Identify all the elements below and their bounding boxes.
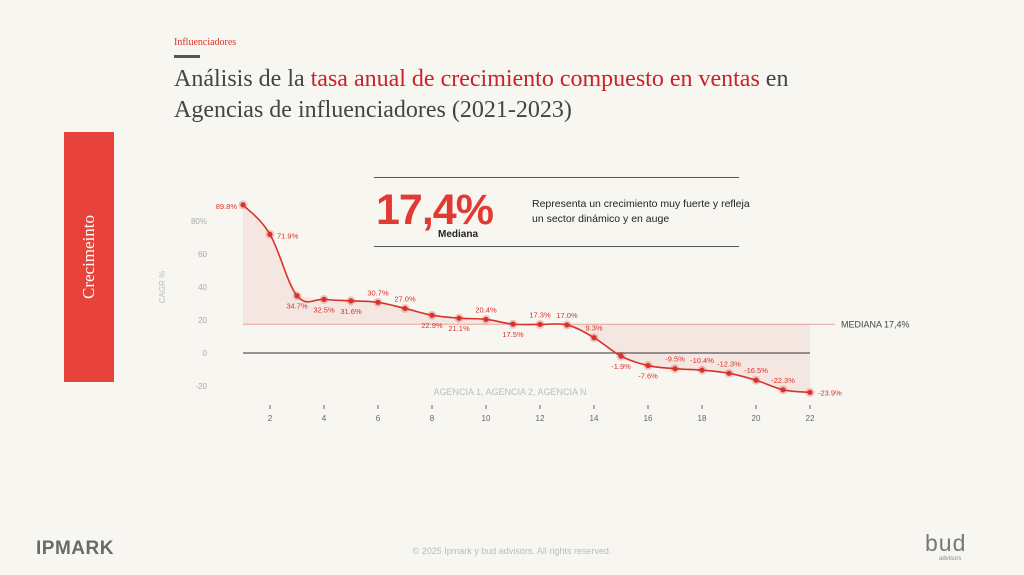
title-part-2: en Agencias de influenciadores (2021-202… xyxy=(174,66,789,123)
data-label: -22.3% xyxy=(771,376,795,385)
data-point xyxy=(240,202,246,208)
x-tick-label: 14 xyxy=(590,414,599,423)
series-line xyxy=(242,204,811,394)
data-point xyxy=(321,296,327,302)
data-point xyxy=(645,362,651,369)
data-label: 32.5% xyxy=(313,305,335,314)
data-point xyxy=(618,353,624,359)
data-point xyxy=(780,387,786,393)
data-point xyxy=(483,316,489,322)
data-label: 9.3% xyxy=(585,324,602,333)
data-label: 17.3% xyxy=(529,310,551,319)
data-label: -10.4% xyxy=(690,356,714,365)
data-label: 30.7% xyxy=(367,288,389,297)
section-kicker: Influenciadores xyxy=(174,37,237,48)
x-tick-label: 18 xyxy=(698,414,707,423)
kicker-divider xyxy=(174,55,200,58)
data-point xyxy=(429,312,435,318)
callout-description: Representa un crecimiento muy fuerte y r… xyxy=(532,198,750,225)
data-point xyxy=(402,305,408,312)
data-label: -16.5% xyxy=(744,366,768,375)
data-label: 22.9% xyxy=(421,321,443,330)
data-point xyxy=(537,321,543,328)
bud-logo-subtitle: advisors xyxy=(939,556,962,562)
data-point xyxy=(564,322,570,328)
data-point xyxy=(753,377,759,383)
data-point xyxy=(294,293,300,299)
y-tick-label: 80% xyxy=(191,217,207,226)
callout-bottom-rule xyxy=(374,246,739,247)
title-accent: tasa anual de crecimiento compuesto en v… xyxy=(310,66,760,92)
title-part-1: Análisis de la xyxy=(174,66,311,92)
callout-top-rule xyxy=(374,177,739,178)
ipmark-logo: IPMARK xyxy=(36,538,114,559)
y-tick-label: 20 xyxy=(198,316,207,325)
median-line-label: MEDIANA 17,4% xyxy=(841,319,910,329)
x-tick-label: 22 xyxy=(806,414,815,423)
y-tick-label: 40 xyxy=(198,283,207,292)
x-axis-annotation: AGENCIA 1, AGENCIA 2, AGENCIA N xyxy=(433,387,586,397)
data-point xyxy=(456,315,462,321)
copyright-footer: © 2025 Ipmark y bud advisors. All rights… xyxy=(412,546,612,556)
median-value-label: Mediana xyxy=(438,229,479,240)
median-value: 17,4% xyxy=(376,186,494,234)
x-tick-label: 8 xyxy=(430,414,435,423)
data-label: 89.8% xyxy=(216,202,238,211)
x-tick-label: 16 xyxy=(644,414,653,423)
data-point xyxy=(348,298,354,304)
x-tick-label: 6 xyxy=(376,414,381,423)
data-label: 31.6% xyxy=(340,307,362,316)
data-label: -1.9% xyxy=(611,362,631,371)
data-label: 71.9% xyxy=(277,231,299,240)
y-tick-label: 60 xyxy=(198,250,207,259)
y-tick-label: 0 xyxy=(203,349,208,358)
y-tick-label: -20 xyxy=(195,382,207,391)
data-label: -12.3% xyxy=(717,359,741,368)
data-point xyxy=(375,299,381,305)
data-point xyxy=(807,389,813,396)
data-point xyxy=(267,231,273,237)
data-label: 17.5% xyxy=(502,330,524,339)
data-point xyxy=(591,335,597,341)
side-panel xyxy=(64,132,114,382)
data-label: 21.1% xyxy=(448,324,470,333)
data-point xyxy=(672,366,678,372)
data-label: 27.0% xyxy=(394,294,416,303)
data-point xyxy=(699,367,705,373)
data-label: 20.4% xyxy=(475,305,497,314)
x-tick-label: 10 xyxy=(482,414,491,423)
data-label: -7.6% xyxy=(638,372,658,381)
x-tick-label: 4 xyxy=(322,414,327,423)
chart-shaded-area xyxy=(243,204,810,393)
x-tick-label: 2 xyxy=(268,414,273,423)
data-label: 17.0% xyxy=(556,311,578,320)
data-point xyxy=(726,370,732,376)
x-tick-label: 20 xyxy=(752,414,761,423)
bud-logo: bud xyxy=(925,530,967,556)
x-tick-label: 12 xyxy=(536,414,545,423)
data-point xyxy=(510,321,516,327)
page-title: Análisis de la tasa anual de crecimiento… xyxy=(174,64,874,126)
data-label: -9.5% xyxy=(665,355,685,364)
y-axis-label: CAGR % xyxy=(158,271,167,303)
data-label: 34.7% xyxy=(286,302,308,311)
data-label: -23.9% xyxy=(818,388,842,397)
